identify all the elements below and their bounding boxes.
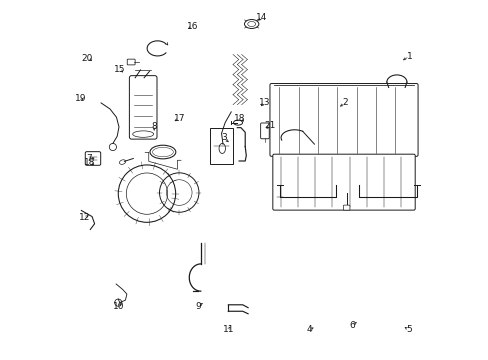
- Text: 18: 18: [234, 114, 245, 123]
- Text: 3: 3: [221, 133, 226, 142]
- Text: 17: 17: [173, 114, 184, 123]
- FancyBboxPatch shape: [127, 59, 135, 65]
- FancyBboxPatch shape: [269, 84, 417, 156]
- Text: 4: 4: [305, 325, 311, 334]
- Text: 18: 18: [83, 158, 95, 167]
- Text: 20: 20: [81, 54, 93, 63]
- Text: 7: 7: [86, 154, 92, 163]
- FancyBboxPatch shape: [85, 152, 101, 165]
- Text: 2: 2: [342, 98, 347, 107]
- Text: 6: 6: [348, 321, 354, 330]
- FancyBboxPatch shape: [209, 128, 233, 163]
- Text: 16: 16: [186, 22, 198, 31]
- Text: 1: 1: [406, 52, 411, 61]
- Text: 13: 13: [258, 98, 269, 107]
- Text: 8: 8: [151, 122, 157, 131]
- FancyBboxPatch shape: [260, 123, 269, 139]
- Text: 14: 14: [256, 13, 267, 22]
- Text: 19: 19: [74, 94, 86, 103]
- Text: 21: 21: [264, 121, 275, 130]
- Text: 15: 15: [114, 65, 125, 74]
- Text: 12: 12: [79, 213, 90, 222]
- Text: 5: 5: [405, 325, 411, 334]
- FancyBboxPatch shape: [129, 76, 157, 139]
- FancyBboxPatch shape: [272, 154, 414, 210]
- Text: 10: 10: [112, 302, 124, 311]
- FancyBboxPatch shape: [343, 205, 349, 210]
- Text: 9: 9: [195, 302, 201, 311]
- Text: 11: 11: [222, 325, 234, 334]
